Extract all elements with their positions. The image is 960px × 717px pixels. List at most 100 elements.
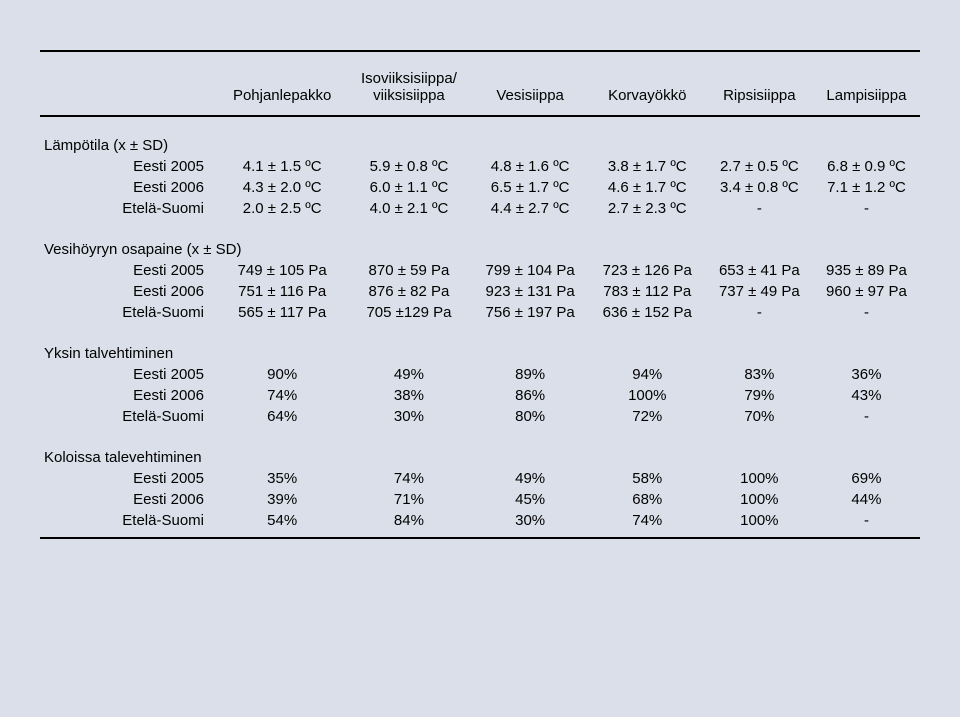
data-cell: 4.6 ± 1.7 ºC bbox=[589, 177, 706, 198]
data-cell: 636 ± 152 Pa bbox=[589, 302, 706, 323]
group-title-row: Vesihöyryn osapaine (x ± SD) bbox=[40, 219, 920, 260]
table-row: Etelä-Suomi565 ± 117 Pa705 ±129 Pa756 ± … bbox=[40, 302, 920, 323]
table-row: Etelä-Suomi2.0 ± 2.5 ºC4.0 ± 2.1 ºC4.4 ±… bbox=[40, 198, 920, 219]
row-label: Eesti 2006 bbox=[40, 177, 218, 198]
data-cell: 749 ± 105 Pa bbox=[218, 260, 346, 281]
data-cell: 7.1 ± 1.2 ºC bbox=[813, 177, 920, 198]
data-cell: 71% bbox=[346, 489, 471, 510]
row-label: Eesti 2005 bbox=[40, 468, 218, 489]
data-cell: 74% bbox=[589, 510, 706, 538]
data-cell: 923 ± 131 Pa bbox=[472, 281, 589, 302]
group-title: Yksin talvehtiminen bbox=[40, 323, 920, 364]
data-cell: 960 ± 97 Pa bbox=[813, 281, 920, 302]
data-cell: 43% bbox=[813, 385, 920, 406]
data-cell: 705 ±129 Pa bbox=[346, 302, 471, 323]
col-header: Isoviiksisiippa/ viiksisiippa bbox=[346, 52, 471, 116]
row-label: Etelä-Suomi bbox=[40, 302, 218, 323]
data-cell: 100% bbox=[589, 385, 706, 406]
data-cell: 653 ± 41 Pa bbox=[706, 260, 813, 281]
col-header: Korvayökkö bbox=[589, 52, 706, 116]
group-title-row: Lämpötila (x ± SD) bbox=[40, 116, 920, 156]
col-header-text: Pohjanlepakko bbox=[233, 87, 331, 104]
data-cell: 751 ± 116 Pa bbox=[218, 281, 346, 302]
data-cell: 83% bbox=[706, 364, 813, 385]
column-header-row: Pohjanlepakko Isoviiksisiippa/ viiksisii… bbox=[40, 52, 920, 116]
col-header: Pohjanlepakko bbox=[218, 52, 346, 116]
data-cell: 4.8 ± 1.6 ºC bbox=[472, 156, 589, 177]
row-label: Eesti 2006 bbox=[40, 385, 218, 406]
table-row: Eesti 2006751 ± 116 Pa876 ± 82 Pa923 ± 1… bbox=[40, 281, 920, 302]
table-row: Eesti 200674%38%86%100%79%43% bbox=[40, 385, 920, 406]
table-row: Etelä-Suomi64%30%80%72%70%- bbox=[40, 406, 920, 427]
col-header-text: Isoviiksisiippa/ bbox=[361, 70, 457, 87]
data-cell: 94% bbox=[589, 364, 706, 385]
table-row: Etelä-Suomi54%84%30%74%100%- bbox=[40, 510, 920, 538]
data-cell: 36% bbox=[813, 364, 920, 385]
col-header-text: Vesisiippa bbox=[496, 87, 564, 104]
data-cell: 54% bbox=[218, 510, 346, 538]
data-cell: 876 ± 82 Pa bbox=[346, 281, 471, 302]
data-cell: 49% bbox=[472, 468, 589, 489]
data-cell: 39% bbox=[218, 489, 346, 510]
data-cell: 2.7 ± 0.5 ºC bbox=[706, 156, 813, 177]
data-cell: 72% bbox=[589, 406, 706, 427]
data-cell: 100% bbox=[706, 510, 813, 538]
data-cell: 30% bbox=[472, 510, 589, 538]
data-cell: 44% bbox=[813, 489, 920, 510]
data-cell: 69% bbox=[813, 468, 920, 489]
data-cell: - bbox=[813, 302, 920, 323]
data-cell: - bbox=[813, 198, 920, 219]
data-cell: 4.1 ± 1.5 ºC bbox=[218, 156, 346, 177]
data-cell: 4.0 ± 2.1 ºC bbox=[346, 198, 471, 219]
group-title-row: Yksin talvehtiminen bbox=[40, 323, 920, 364]
col-header-text: Ripsisiippa bbox=[723, 87, 796, 104]
data-cell: 84% bbox=[346, 510, 471, 538]
data-cell: 737 ± 49 Pa bbox=[706, 281, 813, 302]
data-cell: 4.3 ± 2.0 ºC bbox=[218, 177, 346, 198]
data-cell: 3.8 ± 1.7 ºC bbox=[589, 156, 706, 177]
table-row: Eesti 200639%71%45%68%100%44% bbox=[40, 489, 920, 510]
row-label: Etelä-Suomi bbox=[40, 198, 218, 219]
data-cell: - bbox=[813, 406, 920, 427]
table-body: Lämpötila (x ± SD)Eesti 20054.1 ± 1.5 ºC… bbox=[40, 116, 920, 538]
row-label: Etelä-Suomi bbox=[40, 510, 218, 538]
data-cell: 756 ± 197 Pa bbox=[472, 302, 589, 323]
group-title: Koloissa talevehtiminen bbox=[40, 427, 920, 468]
row-label: Eesti 2005 bbox=[40, 156, 218, 177]
table-row: Eesti 200535%74%49%58%100%69% bbox=[40, 468, 920, 489]
data-cell: 3.4 ± 0.8 ºC bbox=[706, 177, 813, 198]
group-title-row: Koloissa talevehtiminen bbox=[40, 427, 920, 468]
col-header: Lampisiippa bbox=[813, 52, 920, 116]
col-header-text: viiksisiippa bbox=[373, 87, 445, 104]
data-cell: 723 ± 126 Pa bbox=[589, 260, 706, 281]
data-cell: 783 ± 112 Pa bbox=[589, 281, 706, 302]
col-header-text: Korvayökkö bbox=[608, 87, 686, 104]
data-cell: - bbox=[706, 302, 813, 323]
data-cell: 2.0 ± 2.5 ºC bbox=[218, 198, 346, 219]
data-cell: - bbox=[813, 510, 920, 538]
data-cell: 6.0 ± 1.1 ºC bbox=[346, 177, 471, 198]
data-cell: 89% bbox=[472, 364, 589, 385]
table-page: Pohjanlepakko Isoviiksisiippa/ viiksisii… bbox=[0, 0, 960, 579]
table-row: Eesti 20064.3 ± 2.0 ºC6.0 ± 1.1 ºC6.5 ± … bbox=[40, 177, 920, 198]
data-cell: 6.8 ± 0.9 ºC bbox=[813, 156, 920, 177]
data-cell: 79% bbox=[706, 385, 813, 406]
data-cell: 58% bbox=[589, 468, 706, 489]
data-cell: 5.9 ± 0.8 ºC bbox=[346, 156, 471, 177]
data-table: Pohjanlepakko Isoviiksisiippa/ viiksisii… bbox=[40, 50, 920, 539]
data-cell: 935 ± 89 Pa bbox=[813, 260, 920, 281]
data-cell: 70% bbox=[706, 406, 813, 427]
group-title: Lämpötila (x ± SD) bbox=[40, 116, 920, 156]
data-cell: 68% bbox=[589, 489, 706, 510]
row-label: Etelä-Suomi bbox=[40, 406, 218, 427]
data-cell: 100% bbox=[706, 489, 813, 510]
data-cell: 38% bbox=[346, 385, 471, 406]
data-cell: 64% bbox=[218, 406, 346, 427]
data-cell: 74% bbox=[218, 385, 346, 406]
group-title: Vesihöyryn osapaine (x ± SD) bbox=[40, 219, 920, 260]
row-label: Eesti 2006 bbox=[40, 489, 218, 510]
data-cell: 565 ± 117 Pa bbox=[218, 302, 346, 323]
col-header-text: Lampisiippa bbox=[826, 87, 906, 104]
data-cell: 6.5 ± 1.7 ºC bbox=[472, 177, 589, 198]
col-header: Ripsisiippa bbox=[706, 52, 813, 116]
